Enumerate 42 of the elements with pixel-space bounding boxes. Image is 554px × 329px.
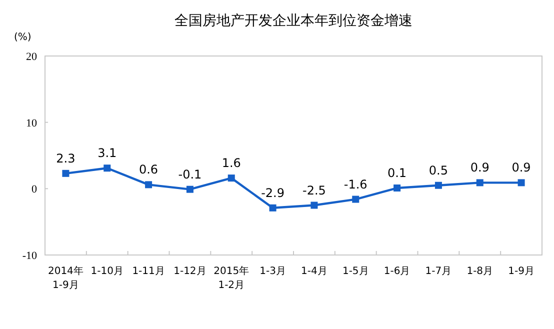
x-tick-label: 1-3月: [260, 266, 286, 277]
data-label: 2.3: [56, 151, 76, 166]
x-tick-label: 1-5月: [342, 266, 369, 277]
point: [269, 204, 276, 212]
point: [352, 196, 360, 203]
x-tick-label: 1-7月: [425, 266, 452, 277]
x-tick-label: 1-10月: [90, 266, 124, 277]
x-tick-label: 2015年 1-2月: [214, 265, 250, 291]
point: [434, 182, 442, 189]
x-tick-label: 1-11月: [132, 266, 165, 277]
data-label: 3.1: [98, 146, 117, 160]
data-label: 0.9: [512, 160, 531, 175]
x-tick-label: 1-4月: [301, 266, 328, 277]
point: [476, 179, 484, 186]
x-tick-label: 1-8月: [466, 266, 494, 277]
x-tick-label: 1-9月: [508, 266, 534, 277]
x-tick-label: 2014年 1-9月: [48, 265, 84, 291]
data-label: -2.5: [302, 183, 326, 198]
point: [145, 181, 152, 188]
y-tick-label: 0: [32, 184, 38, 196]
chart-title: 全国房地产开发企业本年到位资金增速: [174, 13, 412, 29]
point: [62, 170, 70, 177]
point: [394, 184, 401, 192]
point: [186, 186, 194, 193]
point: [518, 179, 525, 186]
point: [104, 164, 111, 172]
x-tick-label: 1-12月: [174, 266, 206, 277]
data-label: 0.6: [138, 162, 158, 177]
data-label: -0.1: [178, 167, 202, 182]
y-axis-title: (%): [14, 32, 32, 43]
data-label: 0.5: [428, 163, 448, 178]
data-label: -1.6: [344, 177, 368, 192]
data-label: -2.9: [261, 186, 285, 200]
data-label: 1.6: [222, 156, 241, 170]
y-tick-label: -10: [22, 250, 38, 262]
point: [310, 202, 318, 209]
point: [228, 174, 235, 182]
data-label: 0.9: [470, 160, 490, 175]
data-label: 0.1: [387, 166, 407, 180]
y-tick-label: 20: [26, 51, 38, 63]
y-tick-label: 10: [26, 117, 38, 130]
x-tick-label: 1-6月: [384, 266, 410, 277]
